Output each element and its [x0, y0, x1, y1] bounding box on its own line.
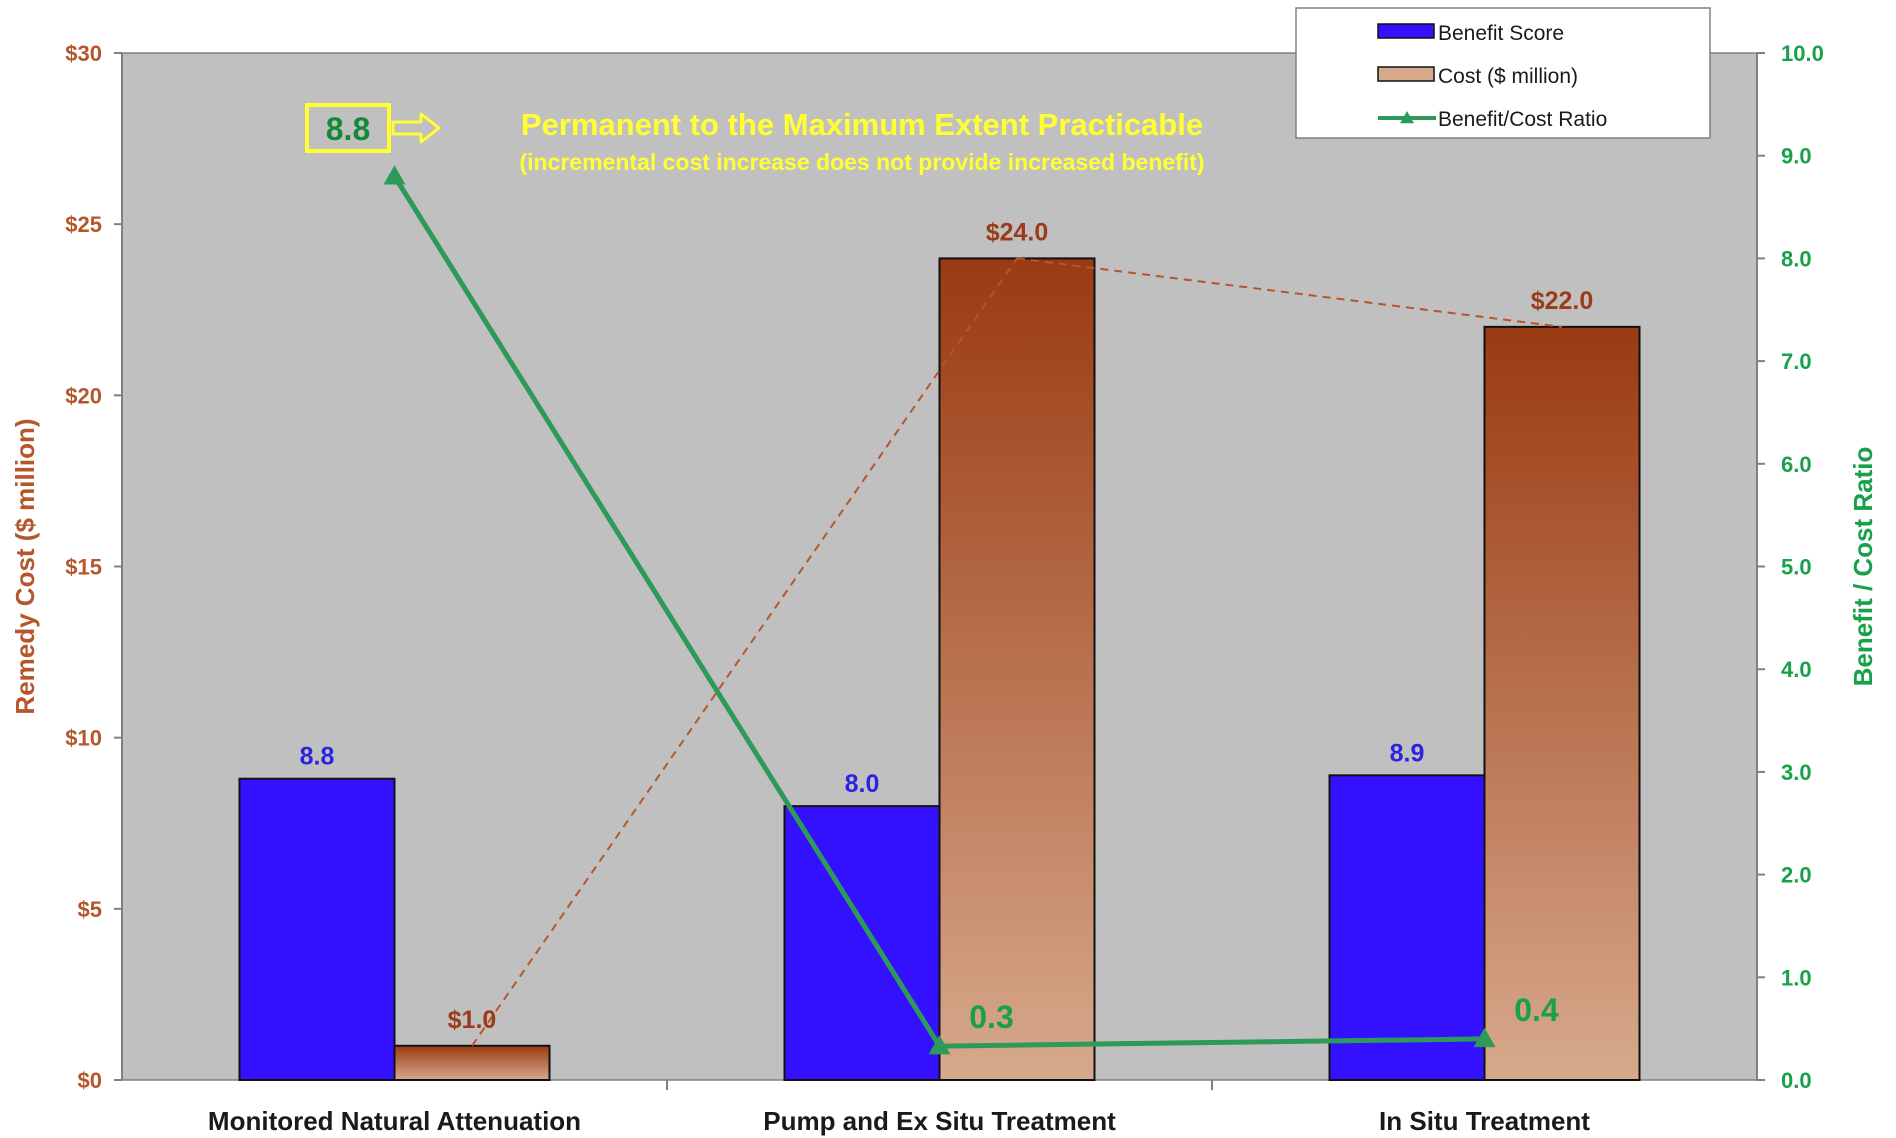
left-tick-label: $15: [65, 555, 102, 580]
right-tick-label: 10.0: [1781, 41, 1824, 66]
left-tick-label: $10: [65, 726, 102, 751]
legend-label-benefit: Benefit Score: [1438, 22, 1564, 45]
ratio-data-label: 0.3: [969, 999, 1013, 1035]
legend-label-ratio: Benefit/Cost Ratio: [1438, 108, 1607, 131]
right-tick-label: 1.0: [1781, 965, 1812, 990]
annotation-title: Permanent to the Maximum Extent Practica…: [521, 107, 1203, 142]
right-tick-label: 7.0: [1781, 349, 1812, 374]
right-tick-label: 0.0: [1781, 1068, 1812, 1093]
cost-connector-lines: [471, 257, 1563, 1047]
annotation-subtitle: (incremental cost increase does not prov…: [519, 149, 1204, 175]
right-tick-label: 6.0: [1781, 452, 1812, 477]
data-labels: 8.8 $1.0 8.0 $24.0 8.9 $22.0 0.3 0.4: [300, 218, 1594, 1035]
annotation-arrow-icon: [391, 112, 441, 144]
left-axis: $0 $5 $10 $15 $20 $25 $30: [65, 41, 1213, 1093]
category-label: In Situ Treatment: [1379, 1106, 1590, 1136]
left-tick-label: $0: [78, 1068, 102, 1093]
legend-label-cost: Cost ($ million): [1438, 65, 1578, 88]
ratio-marker: [928, 1035, 951, 1055]
left-axis-title: Remedy Cost ($ million): [10, 418, 40, 714]
legend: Benefit Score Cost ($ million) Benefit/C…: [1295, 7, 1711, 139]
right-axis-title: Benefit / Cost Ratio: [1848, 447, 1878, 687]
ratio-data-label: 0.4: [1514, 992, 1559, 1028]
cost-bar: [938, 257, 1096, 1081]
right-tick-label: 8.0: [1781, 246, 1812, 271]
benefit-bar: [1328, 774, 1486, 1081]
benefit-data-label: 8.8: [300, 743, 335, 771]
left-tick-label: $5: [78, 897, 102, 922]
cost-connector: [1016, 257, 1563, 328]
category-label: Monitored Natural Attenuation: [208, 1106, 581, 1136]
benefit-bar: [783, 805, 941, 1082]
cost-data-label: $22.0: [1531, 287, 1594, 315]
ratio-marker: [1473, 1027, 1496, 1048]
annotation: 8.8 Permanent to the Maximum Extent Prac…: [305, 103, 1205, 175]
annotation-value-box: [305, 103, 391, 153]
cost-bar: [1483, 325, 1641, 1082]
cost-data-label: $24.0: [986, 218, 1049, 246]
right-tick-label: 5.0: [1781, 555, 1812, 580]
ratio-marker: [383, 165, 406, 185]
ratio-line-group: [383, 165, 1496, 1055]
right-tick-label: 9.0: [1781, 144, 1812, 169]
right-tick-label: 4.0: [1781, 657, 1812, 682]
benefit-data-label: 8.9: [1390, 739, 1425, 767]
bars-group: [238, 257, 1641, 1082]
left-tick-label: $25: [65, 212, 102, 237]
benefit-data-label: 8.0: [845, 770, 880, 798]
legend-swatch-cost: [1377, 66, 1435, 82]
cost-data-label: $1.0: [448, 1006, 497, 1034]
category-label: Pump and Ex Situ Treatment: [763, 1106, 1116, 1136]
benefit-bar: [238, 777, 396, 1081]
right-tick-label: 3.0: [1781, 760, 1812, 785]
cost-bar: [393, 1044, 551, 1082]
legend-swatch-benefit: [1377, 23, 1435, 39]
legend-box: [1295, 7, 1711, 139]
legend-marker-ratio: [1400, 111, 1414, 124]
right-axis: 0.0 1.0 2.0 3.0 4.0 5.0 6.0 7.0 8.0 9.0 10.0: [1756, 41, 1824, 1093]
annotation-value: 8.8: [326, 111, 370, 147]
category-labels: Monitored Natural Attenuation Pump and Ex…: [208, 1106, 1590, 1136]
left-tick-label: $20: [65, 383, 102, 408]
left-tick-label: $30: [65, 41, 102, 66]
right-tick-label: 2.0: [1781, 863, 1812, 888]
cost-connector: [471, 257, 1018, 1047]
